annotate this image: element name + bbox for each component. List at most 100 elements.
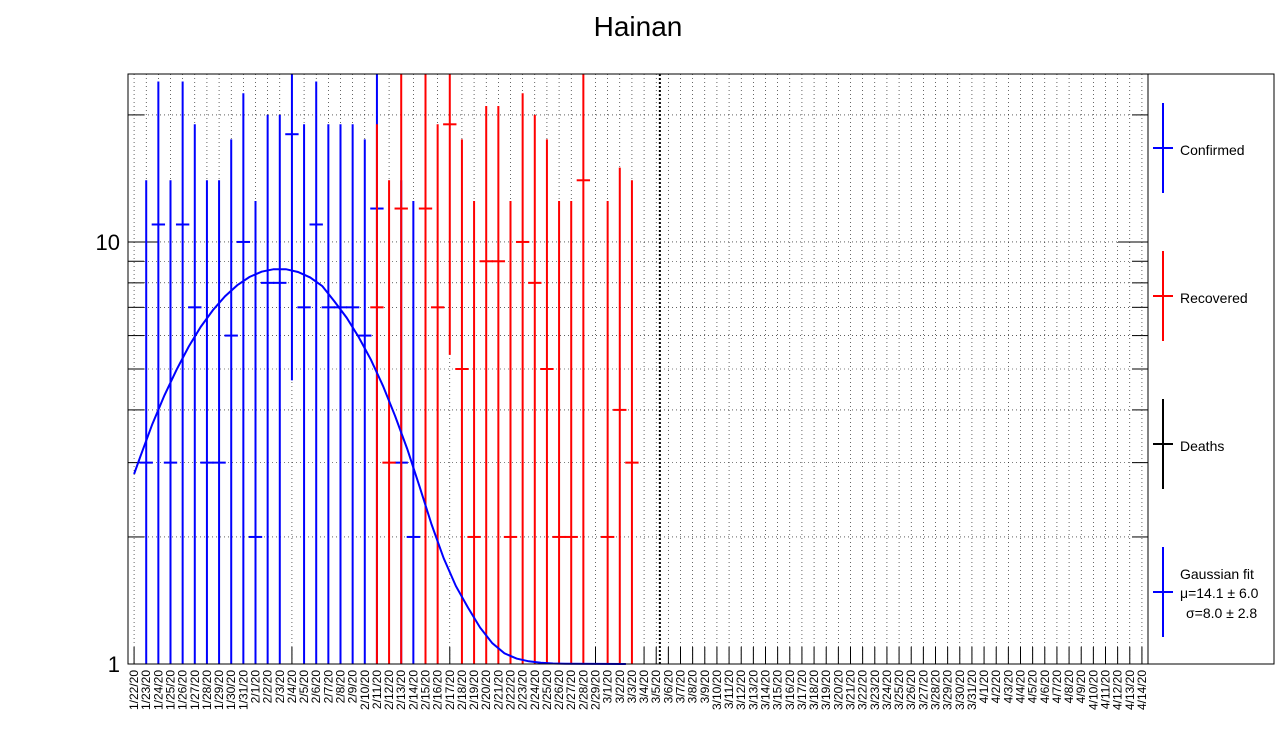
x-tick-label: 3/7/20 [674,670,688,704]
x-tick-label: 3/1/20 [601,670,615,704]
x-tick-label: 2/25/20 [540,670,554,710]
x-tick-label: 2/14/20 [406,670,420,710]
x-tick-label: 3/29/20 [941,670,955,710]
x-tick-label: 1/30/20 [224,670,238,710]
legend-item-recovered: Recovered [1153,251,1248,341]
legend-label-recovered: Recovered [1180,290,1248,306]
x-tick-label: 3/21/20 [844,670,858,710]
x-tick-label: 3/15/20 [771,670,785,710]
x-tick-label: 4/9/20 [1074,670,1088,704]
x-tick-label: 3/9/20 [698,670,712,704]
x-tick-label: 2/9/20 [346,670,360,704]
x-tick-label: 2/17/20 [443,670,457,710]
x-tick-label: 1/24/20 [151,670,165,710]
x-tick-label: 2/1/20 [249,670,263,704]
x-tick-label: 2/13/20 [394,670,408,710]
x-tick-label: 4/13/20 [1123,670,1137,710]
x-tick-label: 3/6/20 [661,670,675,704]
x-tick-label: 4/1/20 [977,670,991,704]
x-tick-label: 2/27/20 [564,670,578,710]
x-tick-label: 3/3/20 [625,670,639,704]
x-tick-label: 2/11/20 [370,670,384,709]
x-tick-label: 1/27/20 [188,670,202,710]
legend-item-confirmed: Confirmed [1153,103,1245,193]
legend-label-deaths: Deaths [1180,438,1224,454]
x-tick-label: 4/2/20 [989,670,1003,704]
x-tick-label: 3/2/20 [613,670,627,704]
legend-item-gaussian-fit: Gaussian fit μ=14.1 ± 6.0 σ=8.0 ± 2.8 [1153,547,1259,637]
fit-curve [133,268,626,665]
x-tick-label: 3/20/20 [831,670,845,710]
x-tick-label: 2/23/20 [516,670,530,710]
x-tick-label: 4/3/20 [1001,670,1015,704]
x-tick-label: 2/15/20 [419,670,433,710]
x-tick-label: 3/23/20 [868,670,882,710]
x-tick-label: 1/22/20 [127,670,141,710]
x-tick-label: 3/12/20 [734,670,748,710]
x-tick-label: 2/12/20 [382,670,396,710]
x-tick-label: 2/4/20 [285,670,299,704]
x-tick-label: 1/25/20 [164,670,178,710]
x-tick-label: 3/25/20 [892,670,906,710]
x-tick-label: 2/20/20 [479,670,493,710]
chart-title: Hainan [594,11,683,42]
x-tick-label: 3/16/20 [783,670,797,710]
x-tick-label: 2/19/20 [467,670,481,710]
x-tick-label: 2/18/20 [455,670,469,710]
x-tick-label: 4/14/20 [1135,670,1149,710]
x-tick-label: 3/24/20 [880,670,894,710]
x-tick-label: 3/11/20 [722,670,736,709]
x-tick-label: 2/24/20 [528,670,542,710]
x-tick-label: 2/6/20 [309,670,323,704]
x-tick-label: 1/28/20 [200,670,214,710]
x-tick-label: 2/3/20 [273,670,287,704]
axis-layer: 1/22/201/23/201/24/201/25/201/26/201/27/… [96,114,1149,710]
x-tick-label: 4/4/20 [1014,670,1028,704]
x-tick-label: 3/28/20 [929,670,943,710]
legend-label-fit-sigma: σ=8.0 ± 2.8 [1186,605,1257,621]
x-tick-label: 4/7/20 [1050,670,1064,704]
x-tick-label: 3/27/20 [916,670,930,710]
x-tick-label: 2/5/20 [297,670,311,704]
x-tick-label: 1/31/20 [236,670,250,710]
x-tick-label: 4/8/20 [1062,670,1076,704]
x-tick-label: 4/10/20 [1086,670,1100,710]
x-tick-label: 2/22/20 [504,670,518,710]
x-tick-label: 3/5/20 [649,670,663,704]
data-layer [139,74,639,664]
legend-label-fit-mu: μ=14.1 ± 6.0 [1180,585,1259,601]
x-tick-label: 4/5/20 [1026,670,1040,704]
y-tick-label: 1 [108,652,120,677]
x-tick-label: 2/16/20 [431,670,445,710]
x-tick-label: 3/19/20 [819,670,833,710]
x-tick-label: 3/30/20 [953,670,967,710]
x-tick-label: 1/29/20 [212,670,226,710]
fit-layer [133,268,626,665]
x-tick-label: 3/31/20 [965,670,979,710]
x-tick-label: 3/26/20 [904,670,918,710]
x-tick-label: 2/2/20 [261,670,275,704]
x-tick-label: 2/21/20 [491,670,505,710]
x-tick-label: 3/10/20 [710,670,724,710]
legend-frame [1147,73,1275,665]
x-tick-label: 2/7/20 [321,670,335,704]
x-tick-label: 2/28/20 [576,670,590,710]
x-tick-label: 3/22/20 [856,670,870,710]
x-tick-label: 2/10/20 [358,670,372,710]
x-tick-label: 2/26/20 [552,670,566,710]
x-tick-label: 4/6/20 [1038,670,1052,704]
x-tick-label: 1/26/20 [176,670,190,710]
x-tick-label: 3/4/20 [637,670,651,704]
legend-item-deaths: Deaths [1153,399,1224,489]
legend: Confirmed Recovered Deaths Gaussian fit … [1147,73,1275,665]
x-tick-label: 3/17/20 [795,670,809,710]
x-tick-label: 2/29/20 [589,670,603,710]
legend-label-confirmed: Confirmed [1180,142,1245,158]
x-tick-label: 3/14/20 [759,670,773,710]
x-tick-label: 4/11/20 [1099,670,1113,709]
x-tick-label: 2/8/20 [334,670,348,704]
y-tick-label: 10 [96,230,120,255]
x-tick-label: 1/23/20 [139,670,153,710]
